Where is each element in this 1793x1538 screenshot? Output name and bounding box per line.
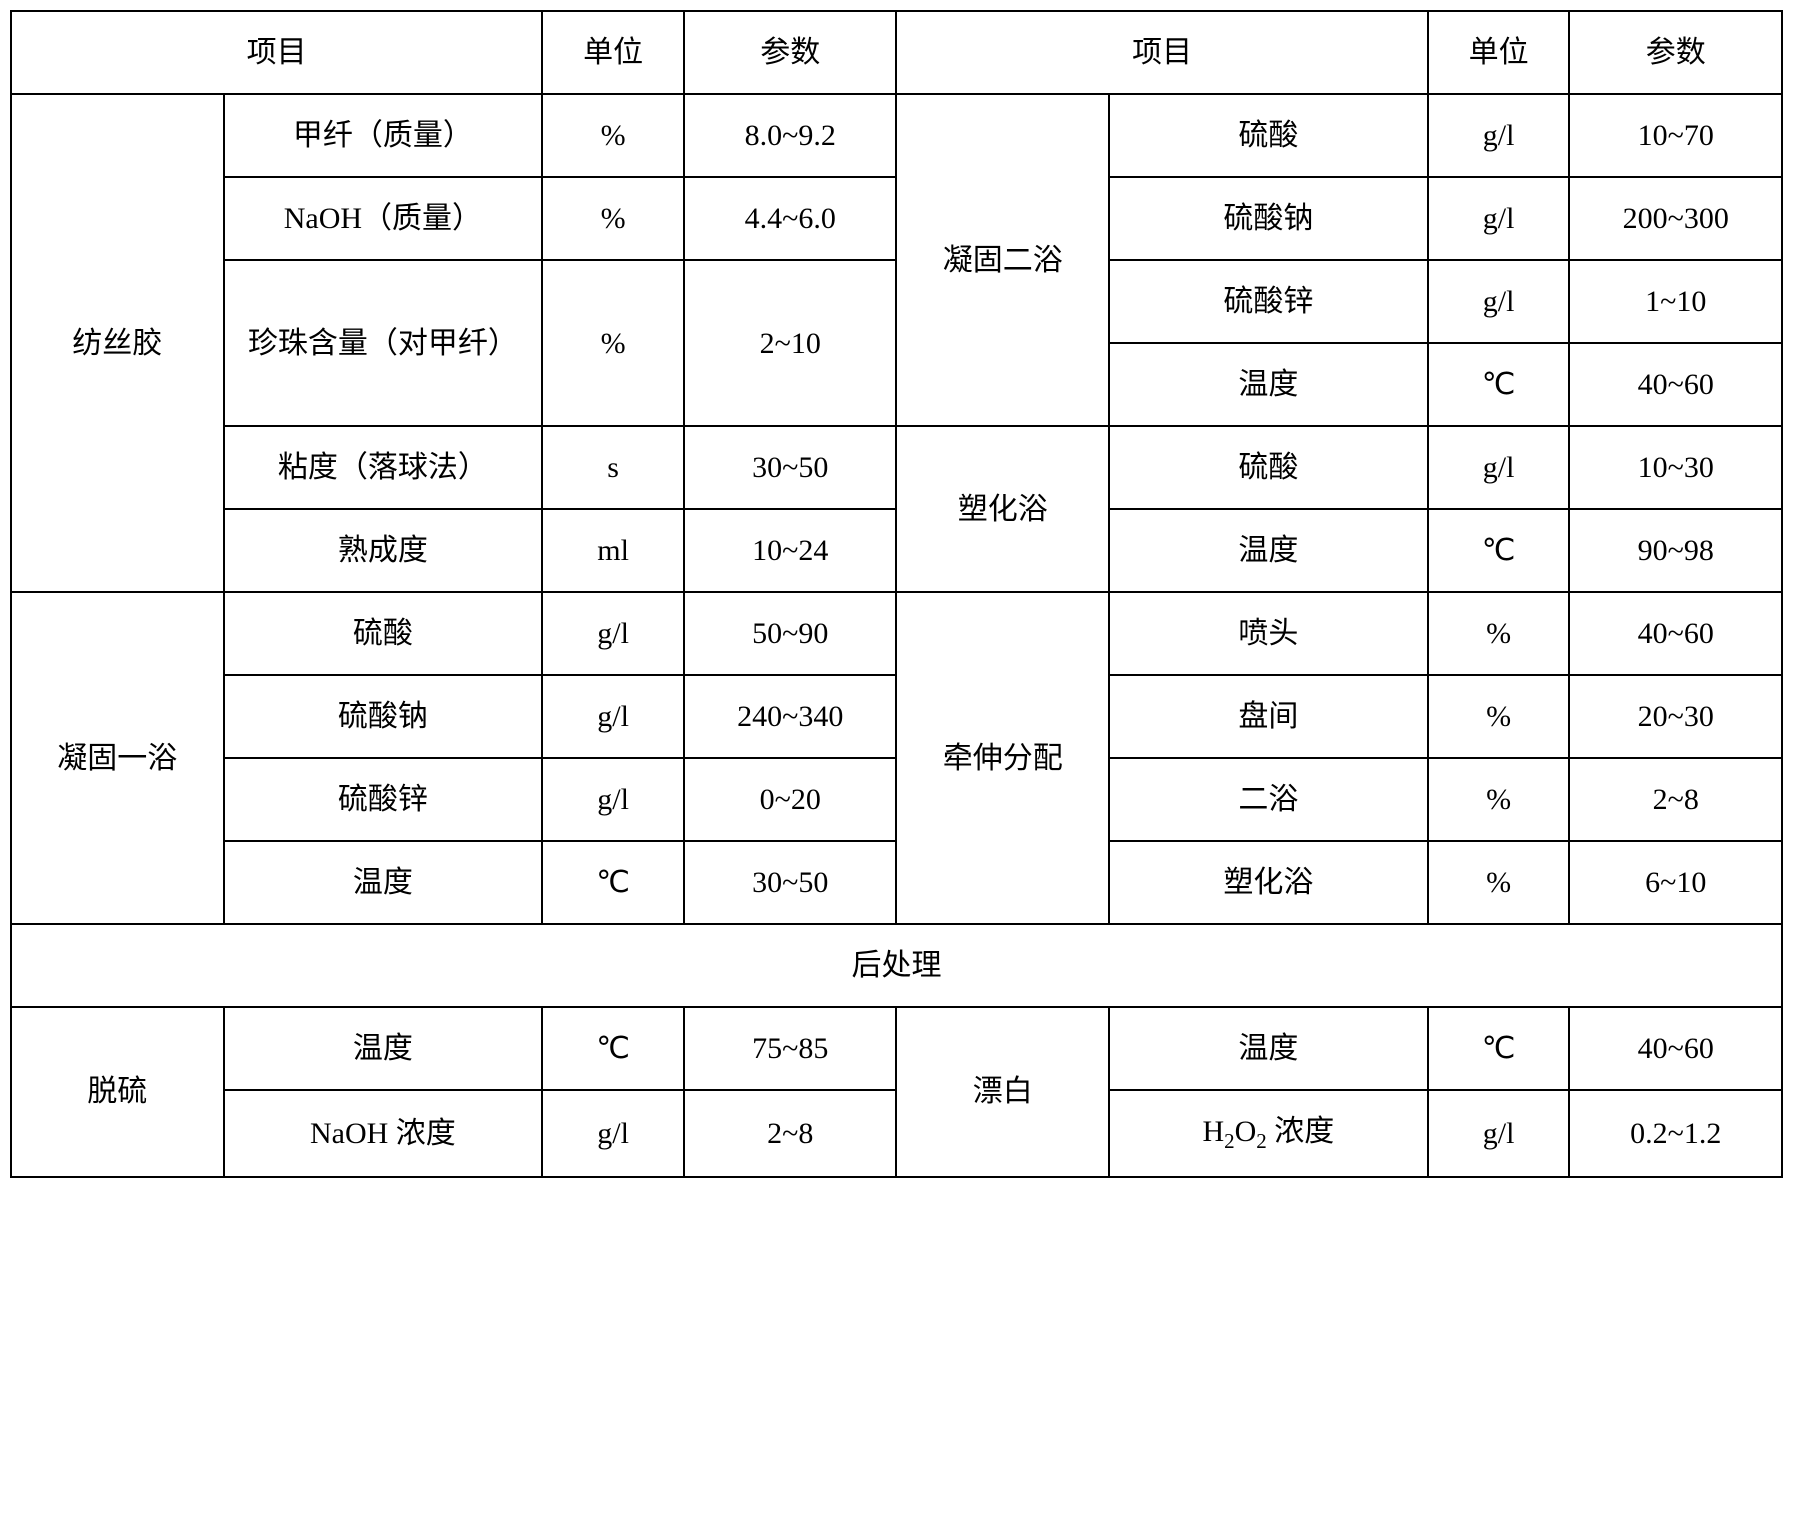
cell-unit: g/l [1428, 94, 1570, 177]
cell-param: 2~10 [684, 260, 897, 426]
cell-param: 200~300 [1569, 177, 1782, 260]
cell-unit: % [542, 177, 684, 260]
group-plastic: 塑化浴 [896, 426, 1109, 592]
table-row: 脱硫 温度 ℃ 75~85 漂白 温度 ℃ 40~60 [11, 1007, 1782, 1090]
cell-unit: % [542, 94, 684, 177]
cell-item: 二浴 [1109, 758, 1428, 841]
cell-param: 0~20 [684, 758, 897, 841]
cell-unit: % [1428, 592, 1570, 675]
cell-unit: s [542, 426, 684, 509]
cell-param: 10~24 [684, 509, 897, 592]
cell-item: 熟成度 [224, 509, 543, 592]
cell-unit: % [1428, 758, 1570, 841]
parameters-table: 项目 单位 参数 项目 单位 参数 纺丝胶 甲纤（质量） % 8.0~9.2 凝… [10, 10, 1783, 1178]
header-param-1: 参数 [684, 11, 897, 94]
cell-unit: g/l [542, 592, 684, 675]
cell-param: 50~90 [684, 592, 897, 675]
cell-unit: % [1428, 675, 1570, 758]
cell-item: 珍珠含量（对甲纤） [224, 260, 543, 426]
cell-unit: g/l [542, 1090, 684, 1177]
header-project-1: 项目 [11, 11, 542, 94]
cell-item: 温度 [1109, 343, 1428, 426]
cell-item: 硫酸 [1109, 94, 1428, 177]
cell-param: 240~340 [684, 675, 897, 758]
cell-param: 90~98 [1569, 509, 1782, 592]
group-coag2: 凝固二浴 [896, 94, 1109, 426]
cell-unit: g/l [1428, 177, 1570, 260]
cell-param: 10~30 [1569, 426, 1782, 509]
cell-item: 硫酸 [224, 592, 543, 675]
cell-unit: ℃ [542, 841, 684, 924]
cell-item: 硫酸锌 [224, 758, 543, 841]
cell-unit: g/l [1428, 260, 1570, 343]
cell-unit: g/l [1428, 426, 1570, 509]
cell-param: 40~60 [1569, 1007, 1782, 1090]
table-row: 纺丝胶 甲纤（质量） % 8.0~9.2 凝固二浴 硫酸 g/l 10~70 [11, 94, 1782, 177]
cell-unit: g/l [542, 675, 684, 758]
cell-unit: % [1428, 841, 1570, 924]
cell-param: 20~30 [1569, 675, 1782, 758]
cell-unit: g/l [1428, 1090, 1570, 1177]
group-stretch: 牵伸分配 [896, 592, 1109, 924]
cell-item: NaOH 浓度 [224, 1090, 543, 1177]
cell-param: 40~60 [1569, 343, 1782, 426]
cell-item: 硫酸锌 [1109, 260, 1428, 343]
cell-item: 盘间 [1109, 675, 1428, 758]
group-bleach: 漂白 [896, 1007, 1109, 1177]
cell-param: 8.0~9.2 [684, 94, 897, 177]
header-project-2: 项目 [896, 11, 1427, 94]
cell-param: 30~50 [684, 426, 897, 509]
header-unit-1: 单位 [542, 11, 684, 94]
cell-item: 温度 [1109, 1007, 1428, 1090]
cell-param: 75~85 [684, 1007, 897, 1090]
cell-item-h2o2: H2O2 浓度 [1109, 1090, 1428, 1177]
cell-param: 1~10 [1569, 260, 1782, 343]
cell-param: 6~10 [1569, 841, 1782, 924]
cell-unit: g/l [542, 758, 684, 841]
cell-unit: ℃ [1428, 509, 1570, 592]
header-param-2: 参数 [1569, 11, 1782, 94]
cell-param: 10~70 [1569, 94, 1782, 177]
group-post-treat: 后处理 [11, 924, 1782, 1007]
cell-unit: ml [542, 509, 684, 592]
cell-item: 硫酸钠 [1109, 177, 1428, 260]
table-row-post-treat: 后处理 [11, 924, 1782, 1007]
cell-item: 粘度（落球法） [224, 426, 543, 509]
cell-unit: % [542, 260, 684, 426]
group-coag1: 凝固一浴 [11, 592, 224, 924]
cell-item: 温度 [1109, 509, 1428, 592]
table-row: 粘度（落球法） s 30~50 塑化浴 硫酸 g/l 10~30 [11, 426, 1782, 509]
cell-param: 4.4~6.0 [684, 177, 897, 260]
cell-unit: ℃ [1428, 1007, 1570, 1090]
group-desulf: 脱硫 [11, 1007, 224, 1177]
cell-unit: ℃ [542, 1007, 684, 1090]
cell-item: NaOH（质量） [224, 177, 543, 260]
header-unit-2: 单位 [1428, 11, 1570, 94]
table-header-row: 项目 单位 参数 项目 单位 参数 [11, 11, 1782, 94]
cell-item: 塑化浴 [1109, 841, 1428, 924]
cell-item: 硫酸 [1109, 426, 1428, 509]
cell-param: 2~8 [1569, 758, 1782, 841]
cell-item: 温度 [224, 1007, 543, 1090]
cell-unit: ℃ [1428, 343, 1570, 426]
cell-param: 0.2~1.2 [1569, 1090, 1782, 1177]
group-spinning: 纺丝胶 [11, 94, 224, 592]
cell-item: 温度 [224, 841, 543, 924]
cell-param: 2~8 [684, 1090, 897, 1177]
cell-item: 甲纤（质量） [224, 94, 543, 177]
cell-item: 喷头 [1109, 592, 1428, 675]
table-row: 凝固一浴 硫酸 g/l 50~90 牵伸分配 喷头 % 40~60 [11, 592, 1782, 675]
cell-param: 40~60 [1569, 592, 1782, 675]
cell-item: 硫酸钠 [224, 675, 543, 758]
cell-param: 30~50 [684, 841, 897, 924]
